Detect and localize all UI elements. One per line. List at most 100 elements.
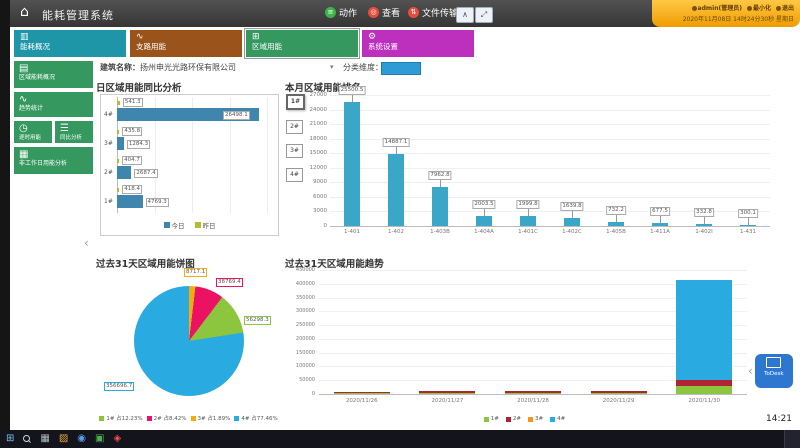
bar bbox=[344, 102, 360, 226]
gridline bbox=[319, 297, 747, 299]
search-icon[interactable] bbox=[23, 434, 32, 444]
floor-selector-button[interactable]: 2# bbox=[286, 120, 303, 134]
start-button[interactable]: ⊞ bbox=[6, 433, 15, 444]
stacked-bar-segment bbox=[590, 391, 647, 394]
floor-selector-button[interactable]: 1# bbox=[286, 94, 305, 110]
legend-item[interactable]: 2# bbox=[505, 416, 521, 422]
value-label: 732.2 bbox=[606, 206, 626, 216]
show-desktop-button[interactable] bbox=[784, 430, 800, 448]
chart-legend: 今日 昨日 bbox=[101, 220, 278, 230]
browser-icon[interactable]: ◉ bbox=[77, 433, 87, 444]
bar bbox=[520, 216, 536, 226]
sidebar-item-hourly-energy[interactable]: ◷ 逐时用能 bbox=[14, 121, 52, 143]
panel-pie-31days: 过去31天区域用能饼图 1# 占12.23% 2# 占8.42% 3# 占1.89%… bbox=[96, 256, 281, 428]
sidebar-item-area-overview[interactable]: ▤ 区域能耗概况 bbox=[14, 61, 93, 88]
green-app-icon[interactable]: ▣ bbox=[95, 433, 105, 444]
home-icon[interactable]: ⌂ bbox=[20, 4, 29, 20]
panel-title: 日区域用能同比分析 bbox=[96, 83, 182, 94]
pie-value-label: 38769.4 bbox=[216, 278, 243, 287]
y-axis-tick: 450000 bbox=[295, 267, 315, 273]
sidebar-item-trend-statistics[interactable]: ∿ 趋势统计 bbox=[14, 92, 93, 117]
value-label: 300.1 bbox=[738, 208, 758, 218]
legend-item[interactable]: 3# 占1.89% bbox=[190, 414, 230, 422]
tab-energy-overview[interactable]: ▥ 能耗概况 bbox=[14, 30, 126, 57]
y-axis-tick: 24000 bbox=[309, 106, 328, 113]
sidebar-item-yoy-analysis[interactable]: ☰ 同比分析 bbox=[55, 121, 93, 143]
x-axis-tick: 2020/11/29 bbox=[602, 398, 635, 404]
legend-label: 2# bbox=[512, 416, 521, 422]
view-button[interactable]: ◎ 查看 bbox=[368, 6, 400, 19]
x-axis-tick: 1-401C bbox=[518, 229, 538, 235]
gridline bbox=[330, 109, 770, 111]
pie-legend: 1# 占12.23% 2# 占8.42% 3# 占1.89% 4# 占77.46% bbox=[96, 414, 281, 422]
legend-item[interactable]: 2# 占8.42% bbox=[146, 414, 187, 422]
gridline bbox=[319, 380, 747, 382]
category-select[interactable] bbox=[381, 62, 421, 75]
red-app-icon[interactable]: ◈ bbox=[113, 433, 122, 444]
legend-label: 今日 bbox=[171, 222, 185, 230]
fullscreen-button[interactable]: ⤢ bbox=[475, 7, 493, 23]
bar-yesterday bbox=[117, 101, 120, 105]
stacked-bar-segment bbox=[419, 391, 476, 394]
gridline bbox=[319, 270, 747, 271]
value-label: 14887.1 bbox=[382, 137, 410, 147]
y-axis-tick: 0 bbox=[311, 391, 315, 397]
todesk-collapse-chevron-icon[interactable]: ‹ bbox=[748, 364, 753, 378]
label-connector bbox=[704, 216, 705, 225]
tab-branch-energy[interactable]: ∿ 支路用能 bbox=[130, 30, 242, 57]
pie-chart bbox=[134, 286, 244, 396]
legend-item[interactable]: 1# 占12.23% bbox=[99, 414, 143, 422]
task-view-icon[interactable]: ▦ bbox=[40, 433, 50, 444]
gridline bbox=[267, 97, 268, 213]
label-connector bbox=[528, 208, 529, 217]
todesk-button[interactable]: ToDesk bbox=[754, 354, 793, 388]
label-connector bbox=[440, 179, 441, 188]
action-button[interactable]: ≡ 动作 bbox=[325, 6, 357, 19]
value-label: 677.5 bbox=[650, 206, 670, 216]
legend-swatch bbox=[194, 222, 201, 228]
building-dropdown-caret-icon[interactable]: ▾ bbox=[330, 63, 334, 71]
y-axis-tick: 150000 bbox=[295, 349, 315, 356]
todesk-widget[interactable]: ‹ ToDesk bbox=[748, 354, 793, 388]
legend-item[interactable]: 今日 bbox=[163, 220, 185, 230]
minimize-icon bbox=[746, 6, 752, 11]
legend-item[interactable]: 1# bbox=[483, 416, 499, 422]
trend-chart-icon: ∿ bbox=[19, 94, 28, 105]
gear-icon: ⚙ bbox=[368, 32, 377, 42]
value-label: 541.3 bbox=[122, 98, 143, 107]
floor-selector-button[interactable]: 4# bbox=[286, 168, 303, 182]
legend-item[interactable]: 3# bbox=[528, 416, 543, 422]
logout-link[interactable]: 退出 bbox=[775, 3, 794, 12]
monthly-ranking-chart: 0 3000 6000 9000 12000 15000 18000 21000 24000 27… bbox=[305, 80, 770, 254]
legend-item[interactable]: 4# 占77.46% bbox=[234, 414, 278, 422]
stacked-bar-segment bbox=[505, 391, 561, 394]
stacked-bar-segment bbox=[676, 380, 733, 386]
legend-item[interactable]: 4# bbox=[550, 416, 565, 422]
legend-swatch bbox=[163, 222, 170, 228]
legend-label: 2# 占8.42% bbox=[153, 416, 187, 422]
tab-area-energy[interactable]: ⊞ 区域用能 bbox=[246, 30, 358, 57]
sidebar-item-nonworkday-analysis[interactable]: ▦ 非工作日用能分析 bbox=[14, 147, 93, 174]
y-axis-tick: 250000 bbox=[295, 322, 315, 329]
legend-item[interactable]: 昨日 bbox=[194, 220, 216, 230]
panel-monthly-ranking: 本月区域用能排名 1# 2# 3# 4# 0 3000 6000 9000 12000 1500… bbox=[285, 80, 770, 254]
file-explorer-icon[interactable]: ▨ bbox=[58, 433, 69, 444]
minimize-link[interactable]: 最小化 bbox=[746, 3, 771, 12]
gridline bbox=[319, 311, 747, 313]
gridline bbox=[330, 211, 770, 213]
desktop-background-strip bbox=[0, 0, 10, 430]
gridline bbox=[330, 138, 770, 140]
bar bbox=[564, 218, 580, 226]
x-axis-tick: 1-403B bbox=[430, 229, 450, 235]
sidebar-collapse-chevron-icon[interactable]: ‹ bbox=[84, 236, 89, 250]
file-transfer-button[interactable]: ⇅ 文件传输 bbox=[408, 6, 458, 19]
collapse-button[interactable]: ∧ bbox=[456, 7, 474, 23]
building-name-value[interactable]: 扬州申光光路环保有限公司 bbox=[140, 63, 236, 72]
value-label: 418.4 bbox=[122, 185, 142, 194]
bar-today bbox=[117, 195, 143, 208]
x-axis-tick: 2020/11/30 bbox=[688, 398, 721, 404]
x-axis-tick: 1-405B bbox=[606, 229, 626, 235]
bar-yesterday bbox=[117, 159, 120, 163]
tab-system-settings[interactable]: ⚙ 系统设置 bbox=[362, 30, 474, 57]
floor-selector-button[interactable]: 3# bbox=[286, 144, 303, 158]
